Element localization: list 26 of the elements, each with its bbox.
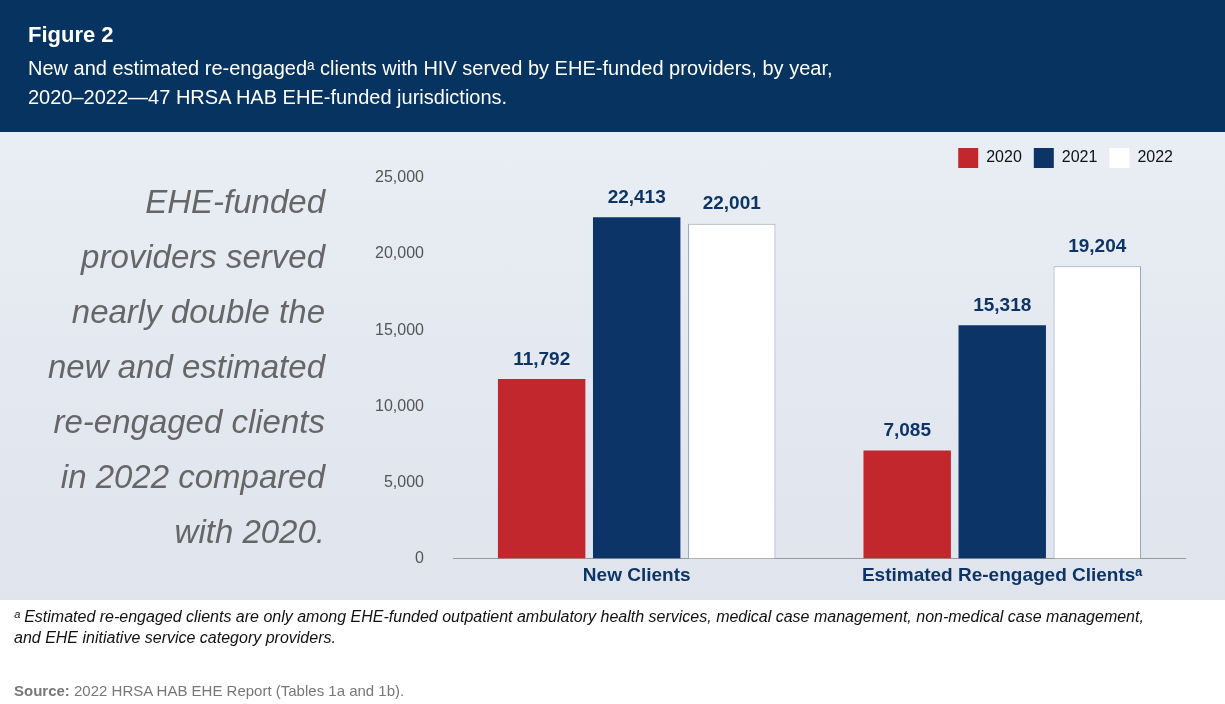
y-tick-label: 15,000 — [375, 320, 425, 338]
text: ᵃ Estimated re-engaged clients are only among EHE-funded outpatient ambulatory health services, medical case management, non-medical case management, and EHE initiative service category providers. — [13, 607, 1145, 648]
data-label: 7,085 — [883, 419, 932, 441]
chart-subtitle: New and estimated re-engagedᵃ clients with HIV served by EHE-funded providers, by year, 2020–2022—47 HRSA HAB EHE-funded jurisdictions. — [28, 56, 834, 110]
y-tick-label: 25,000 — [375, 168, 425, 186]
legend-label: 2022 — [1137, 148, 1174, 166]
x-tick-label: New Clients — [582, 564, 691, 586]
data-label: 11,792 — [513, 347, 571, 369]
legend-label: 2021 — [1061, 148, 1098, 166]
legend-label: 2020 — [986, 148, 1022, 166]
bar — [958, 325, 1046, 559]
data-label: 19,204 — [1068, 234, 1127, 256]
y-tick-label: 10,000 — [375, 396, 425, 414]
x-tick-label: Estimated Re-engaged Clientsᵃ — [861, 564, 1144, 586]
bar — [863, 450, 951, 559]
bar — [592, 217, 681, 559]
y-tick-label: 20,000 — [375, 244, 425, 262]
text: EHE-funded providers served nearly double the new and estimated re-engaged clients in 2022 compared with 2020. — [47, 182, 325, 552]
y-tick-label: 5,000 — [383, 472, 425, 490]
data-label: 22,001 — [702, 192, 762, 214]
data-label: 22,413 — [607, 186, 666, 208]
data-label: 15,318 — [973, 294, 1032, 316]
source-note: Source: 2022 HRSA HAB EHE Report (Tables 1a and 1b). — [14, 682, 405, 699]
bar — [497, 378, 586, 559]
y-tick-label: 0 — [415, 548, 425, 566]
text: Figure 2 — [28, 22, 115, 48]
